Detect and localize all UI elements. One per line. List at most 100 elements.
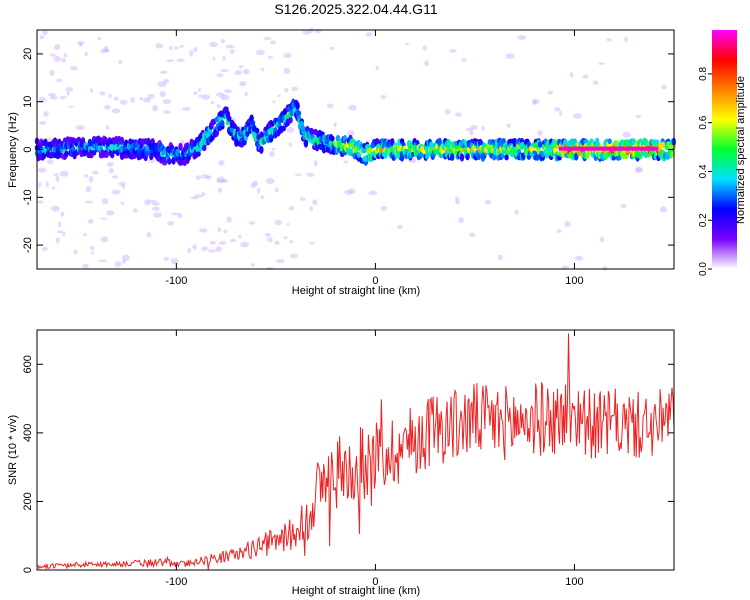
spectrogram-ylabel: Frequency (Hz) (7, 112, 19, 188)
spectrogram-cell (91, 150, 97, 156)
colorbar-gradient (712, 30, 737, 269)
spectrogram-speckle (70, 66, 78, 71)
spectrogram-cell (537, 141, 543, 148)
spectrogram-cell (259, 146, 264, 154)
spectrogram-cell (335, 134, 341, 142)
spectrogram-speckle (326, 103, 334, 109)
spectrogram-cell (196, 151, 201, 157)
spectrogram-speckle (173, 46, 179, 50)
spectrogram-speckle (484, 199, 492, 205)
spectrogram-speckle (92, 170, 99, 175)
spectrogram-cell (654, 139, 660, 145)
spectrogram-speckle (118, 59, 123, 65)
spectrogram-speckle (582, 74, 589, 79)
spectrogram-speckle (264, 233, 271, 237)
spectrogram-speckle (68, 105, 74, 108)
spectrogram-speckle (99, 217, 108, 220)
spectrogram-speckle (169, 45, 173, 51)
spectrogram-cell (104, 151, 109, 158)
spectrogram-speckle (558, 110, 563, 117)
spectrogram-speckle (547, 90, 554, 95)
colorbar-ticks: 0.0 0.2 0.4 0.6 0.8 (698, 67, 712, 276)
spectrogram-speckle (59, 170, 69, 177)
spectrogram-speckle (380, 205, 387, 211)
spectrogram-cell (254, 127, 260, 134)
spectrogram-speckle (207, 249, 216, 253)
spectrogram-cell (397, 145, 402, 152)
spectrogram-speckle (153, 212, 162, 218)
spectrogram-speckle (250, 263, 255, 267)
spectrogram-speckle (222, 56, 226, 61)
spectrogram-speckle (89, 245, 95, 251)
spectrogram-speckle (55, 175, 60, 182)
spectrogram-speckle (517, 35, 527, 40)
spectrogram-speckle (470, 125, 479, 130)
spectrogram-cell (178, 142, 183, 151)
spectrogram-speckle (375, 65, 379, 71)
spectrogram-speckle (220, 38, 226, 44)
spectrogram-speckle (234, 70, 242, 76)
spectrogram-speckle (260, 67, 265, 72)
spectrogram-speckle (41, 246, 48, 251)
spectrogram-speckle (159, 70, 168, 74)
spectrogram-cell (589, 146, 594, 151)
spectrogram-speckle (83, 174, 89, 178)
spectrogram-speckle (65, 87, 74, 92)
spectrogram-speckle (218, 241, 227, 245)
spectrogram-cell (568, 146, 573, 151)
spectrogram-cell (651, 146, 656, 151)
spectrogram-speckle (77, 41, 85, 45)
spectrogram-speckle (111, 189, 121, 195)
spectrogram-speckle (84, 51, 88, 57)
spectrogram-ytick-label: 0 (22, 146, 34, 152)
spectrogram-speckle (455, 201, 461, 205)
spectrogram-cell (220, 119, 225, 127)
spectrogram-speckle (271, 147, 276, 151)
spectrogram-speckle (397, 225, 403, 229)
spectrogram-cell (500, 153, 505, 159)
snr-xtick-label: -100 (165, 576, 187, 588)
spectrogram-speckle (190, 196, 198, 200)
spectrogram-cell (119, 136, 125, 145)
spectrogram-speckle (37, 167, 47, 173)
spectrogram-cell (618, 146, 623, 151)
spectrogram-speckle (225, 44, 235, 49)
spectrogram-cell (596, 146, 601, 151)
spectrogram-speckle (289, 240, 294, 244)
spectrogram-speckle (242, 68, 250, 75)
spectrogram-speckle (288, 142, 293, 147)
spectrogram-cell (281, 125, 286, 132)
spectrogram-speckle (120, 201, 125, 205)
spectrogram-speckle (118, 181, 126, 187)
spectrogram-speckle (569, 72, 574, 78)
spectrogram-speckle (269, 150, 275, 158)
spectrogram-speckle (39, 35, 45, 40)
spectrogram-speckle (171, 212, 179, 216)
spectrogram-speckle (481, 125, 485, 131)
spectrogram-speckle (38, 121, 47, 125)
figure-title: S126.2025.322.04.44.G11 (274, 1, 437, 17)
spectrogram-xlabel: Height of straight line (km) (292, 285, 420, 297)
spectrogram-cell (374, 138, 380, 145)
spectrogram-speckle (58, 221, 62, 228)
spectrogram-cell (570, 146, 575, 151)
spectrogram-cell (654, 146, 659, 151)
spectrogram-speckle (152, 105, 159, 112)
spectrogram-speckle (620, 203, 627, 209)
spectrogram-xtick-label: 100 (565, 275, 583, 287)
spectrogram-speckle (368, 190, 378, 196)
spectrogram-cell (330, 135, 335, 142)
spectrogram-speckle (469, 232, 476, 238)
spectrogram-speckle (622, 131, 631, 138)
spectrogram-speckle (53, 55, 61, 62)
spectrogram-speckle (257, 187, 261, 194)
spectrogram-speckle (182, 106, 191, 111)
spectrogram-speckle (205, 175, 212, 180)
spectrogram-speckle (454, 196, 460, 203)
spectrogram-speckle (267, 55, 274, 59)
spectrogram-speckle (212, 56, 216, 61)
spectrogram-speckle (291, 86, 299, 92)
spectrogram-cell (558, 146, 563, 151)
spectrogram-speckle (159, 91, 166, 98)
